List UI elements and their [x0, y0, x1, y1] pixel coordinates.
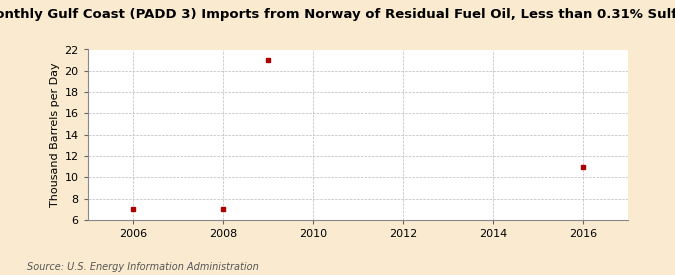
Text: Monthly Gulf Coast (PADD 3) Imports from Norway of Residual Fuel Oil, Less than : Monthly Gulf Coast (PADD 3) Imports from…	[0, 8, 675, 21]
Text: Source: U.S. Energy Information Administration: Source: U.S. Energy Information Administ…	[27, 262, 259, 272]
Y-axis label: Thousand Barrels per Day: Thousand Barrels per Day	[51, 62, 60, 207]
